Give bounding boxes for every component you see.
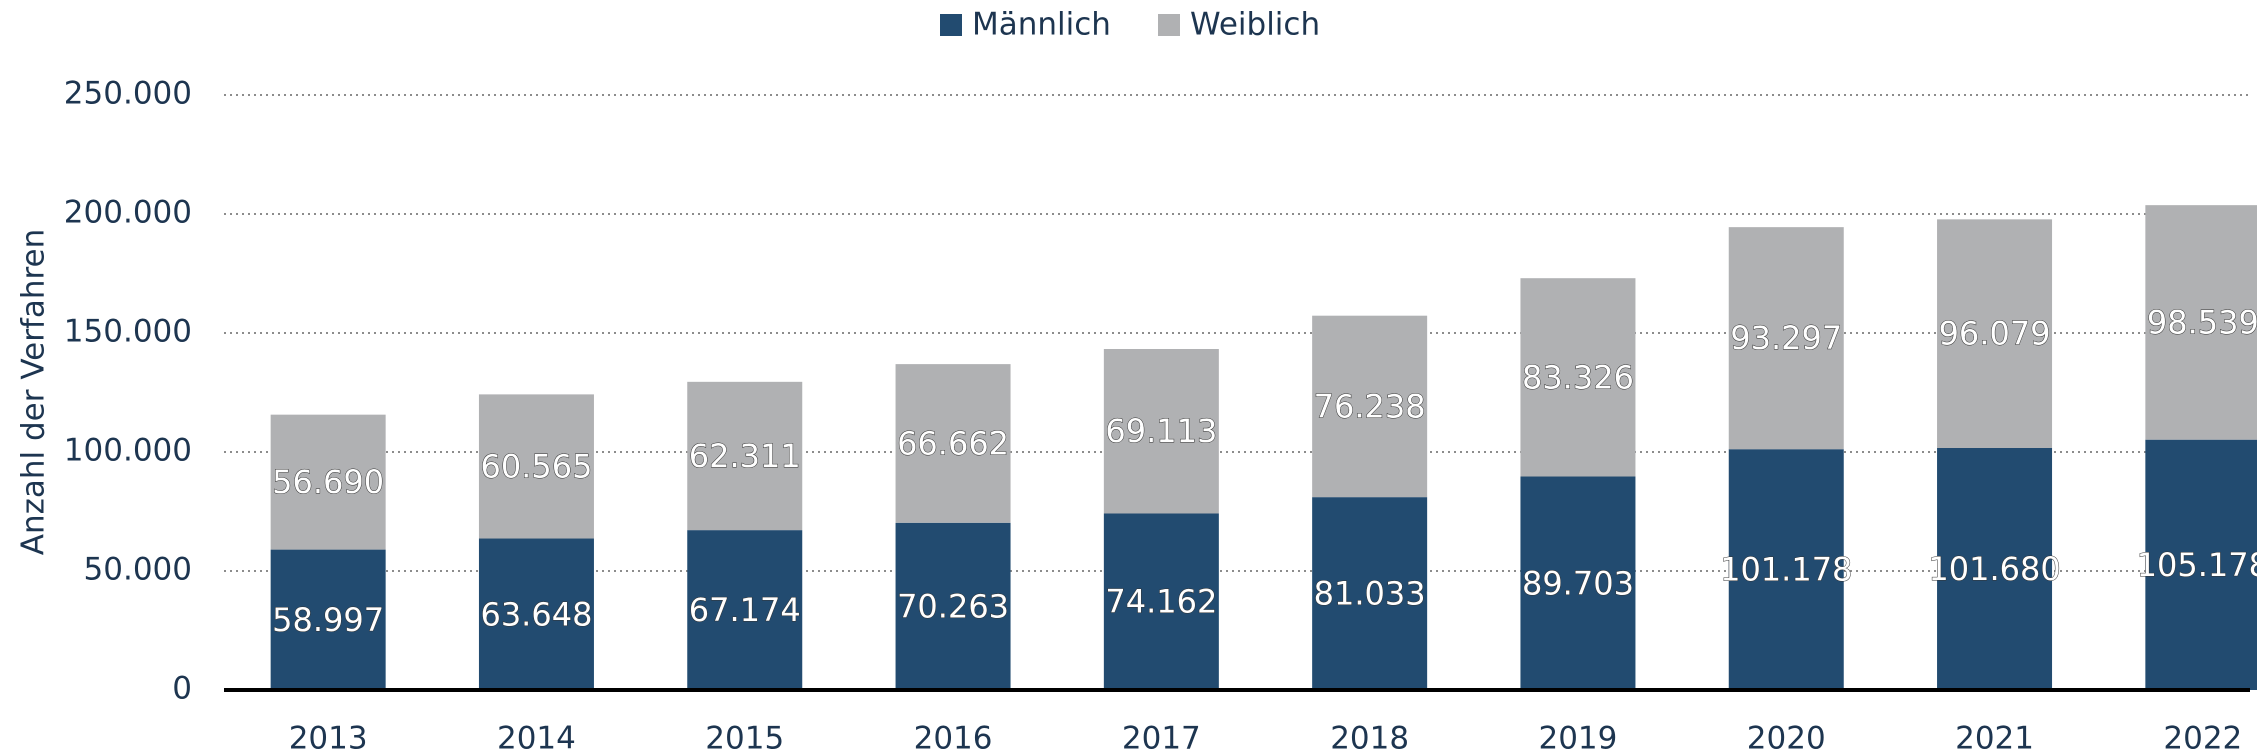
y-tick-label: 250.000 (64, 76, 192, 112)
y-tick-label: 0 (172, 671, 192, 707)
data-label: 58.997 (272, 601, 384, 639)
x-tick-label: 2022 (2163, 721, 2242, 756)
bar-segment (895, 364, 1011, 523)
bar-segment (1312, 497, 1428, 690)
data-label: 96.079 (1939, 315, 2051, 353)
data-label: 69.113 (1105, 412, 1217, 450)
bar-segment (895, 522, 1011, 690)
legend-label: Männlich (972, 7, 1111, 43)
data-label: 105.178 (2137, 546, 2257, 584)
legend-swatch (940, 14, 962, 36)
bar-segment (2145, 439, 2257, 690)
bar-segment (1520, 278, 1636, 477)
data-label: 66.662 (897, 424, 1009, 462)
bar-segment (1103, 349, 1219, 514)
data-label: 74.162 (1105, 583, 1217, 621)
data-label: 62.311 (689, 437, 801, 475)
x-tick-label: 2021 (1955, 721, 2034, 756)
bar-segment (1520, 476, 1636, 690)
data-label: 98.539 (2147, 303, 2257, 341)
data-label: 60.565 (480, 447, 592, 485)
x-tick-label: 2018 (1330, 721, 1409, 756)
data-label: 101.178 (1720, 551, 1852, 589)
data-label: 67.174 (689, 591, 801, 629)
data-label: 101.680 (1928, 550, 2060, 588)
x-tick-label: 2016 (914, 721, 993, 756)
data-label: 76.238 (1314, 387, 1426, 425)
legend-swatch (1158, 14, 1180, 36)
y-tick-label: 100.000 (64, 433, 192, 469)
bar-segment (687, 381, 803, 531)
bar-segment (270, 414, 386, 550)
x-tick-label: 2015 (705, 721, 784, 756)
x-tick-label: 2019 (1538, 721, 1617, 756)
bar-segment (478, 394, 594, 539)
bar-segment (1103, 513, 1219, 690)
data-label: 93.297 (1730, 319, 1842, 357)
legend-label: Weiblich (1190, 7, 1320, 43)
bar-segment (1728, 449, 1844, 690)
y-tick-label: 150.000 (64, 314, 192, 350)
bar-segment (270, 549, 386, 690)
bar-segment (1728, 227, 1844, 450)
bar-segment (2145, 205, 2257, 440)
y-axis-label: Anzahl der Verfahren (16, 229, 52, 556)
bar-segment (687, 530, 803, 690)
bar-segment (1937, 448, 2053, 690)
x-tick-label: 2020 (1747, 721, 1826, 756)
x-tick-label: 2013 (289, 721, 368, 756)
data-label: 70.263 (897, 587, 1009, 625)
data-label: 81.033 (1314, 575, 1426, 613)
bar-segment (478, 538, 594, 690)
data-label: 89.703 (1522, 564, 1634, 602)
bar-segment (1312, 315, 1428, 498)
bar-segment (1937, 219, 2053, 449)
x-tick-label: 2017 (1122, 721, 1201, 756)
data-label: 56.690 (272, 463, 384, 501)
data-label: 83.326 (1522, 358, 1634, 396)
y-tick-label: 200.000 (64, 195, 192, 231)
data-label: 63.648 (480, 595, 592, 633)
x-tick-label: 2014 (497, 721, 576, 756)
y-tick-label: 50.000 (84, 552, 192, 588)
